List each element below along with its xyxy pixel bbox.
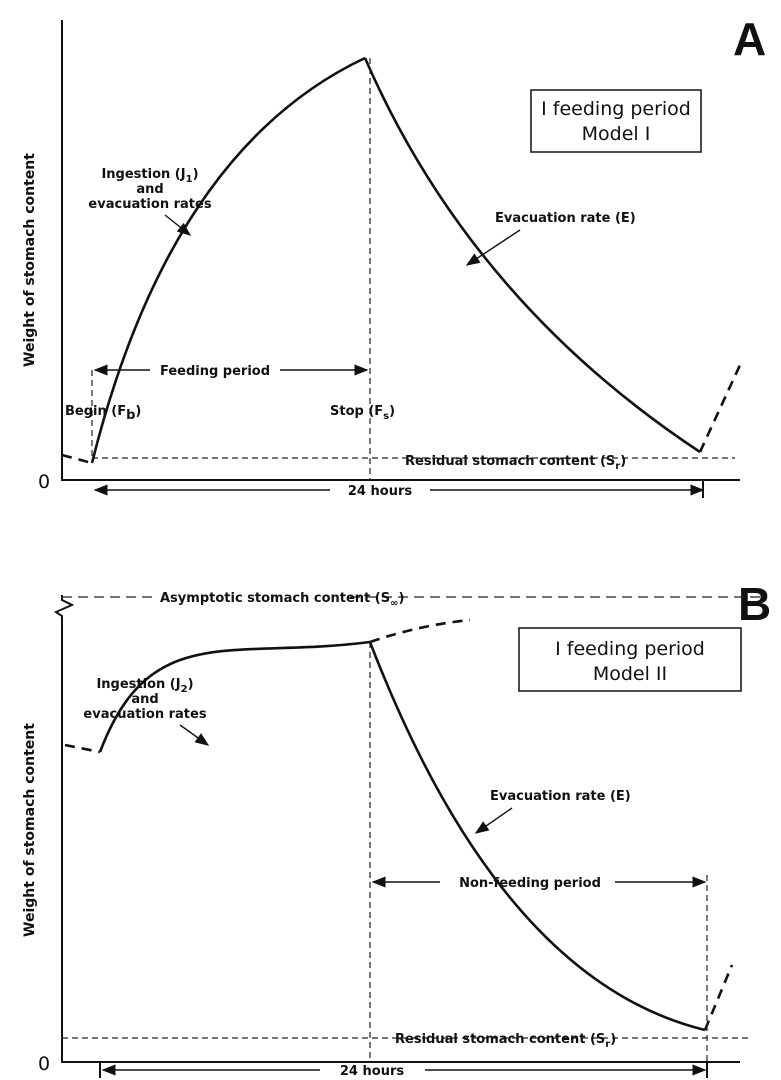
origin: 0 <box>38 1053 50 1075</box>
box <box>518 627 742 692</box>
curve <box>363 57 701 454</box>
tick <box>99 1062 708 1078</box>
arrow <box>164 214 192 236</box>
panel-a: A Weight of stomach content 0 I feeding … <box>22 13 766 499</box>
curve <box>64 743 101 754</box>
label: 24 hours <box>348 484 412 499</box>
curve <box>703 964 734 1031</box>
curve <box>369 618 471 644</box>
label: Asymptotic stomach content (S∞) <box>160 591 404 609</box>
box <box>530 89 702 153</box>
label: and <box>136 182 163 197</box>
label: Evacuation rate (E) <box>490 789 631 804</box>
label: and <box>131 692 158 707</box>
guide <box>62 642 750 1062</box>
guide <box>91 58 735 480</box>
y-label: Weight of stomach content <box>22 153 38 367</box>
box-line: Model I <box>582 123 651 145</box>
origin: 0 <box>38 471 50 493</box>
label: Residual stomach content (Sr) <box>395 1032 616 1050</box>
label: evacuation rates <box>83 707 206 722</box>
panel-b: B Weight of stomach content 0 Asymptotic… <box>22 578 771 1079</box>
label: Feeding period <box>160 364 270 379</box>
arrow <box>465 229 521 266</box>
curve <box>698 364 742 453</box>
label: Ingestion (J2) <box>96 677 193 695</box>
label: Residual stomach content (Sr) <box>405 454 626 472</box>
axes <box>61 20 740 481</box>
label: evacuation rates <box>88 197 211 212</box>
curve <box>90 56 366 464</box>
label: Non-feeding period <box>459 876 601 891</box>
label: Begin (Fb) <box>65 404 141 423</box>
label: Stop (Fs) <box>330 404 395 422</box>
label: Ingestion (J1) <box>101 167 198 185</box>
arrow <box>179 724 210 746</box>
arrow <box>474 807 513 834</box>
panel-letter: B <box>738 578 771 630</box>
box-line: I feeding period <box>541 98 691 120</box>
label: 24 hours <box>340 1064 404 1079</box>
label: Evacuation rate (E) <box>495 211 636 226</box>
curve <box>61 453 93 465</box>
axes <box>53 595 740 1063</box>
curve <box>368 641 706 1032</box>
y-label: Weight of stomach content <box>22 723 38 937</box>
curve <box>98 640 371 753</box>
box-line: Model II <box>593 663 667 685</box>
panel-letter: A <box>733 13 766 65</box>
box-line: I feeding period <box>555 638 705 660</box>
